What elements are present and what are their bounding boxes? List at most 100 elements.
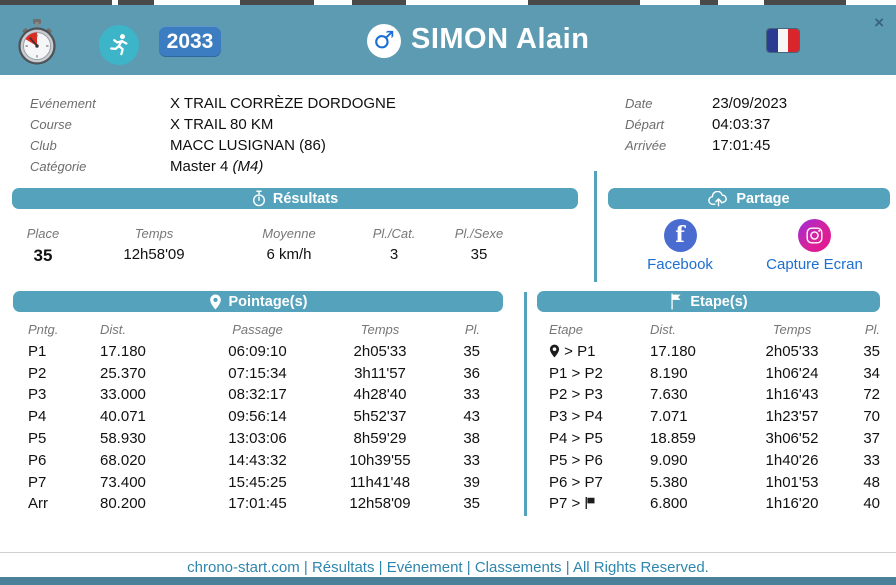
card-header: 2033 ♂ SIMON Alain × [0, 5, 896, 75]
pointage-cell: 10h39'55 [349, 451, 411, 469]
column-header: Place [26, 226, 60, 241]
facebook-share-button[interactable]: f Facebook [625, 219, 735, 273]
etape-place-cell: 48 [863, 473, 880, 491]
pointage-cell: 13:03:06 [228, 429, 287, 447]
result-value: 6 km/h [266, 246, 312, 263]
pointage-cell: 36 [463, 364, 480, 382]
info-row: Catégorie Master 4 (M4) [30, 156, 396, 177]
info-label: Course [30, 117, 72, 132]
pointage-cell: 07:15:34 [228, 364, 287, 382]
info-value: 23/09/2023 [712, 95, 788, 112]
pointage-cell: 12h58'09 [349, 495, 411, 513]
pointage-cell: 68.020 [100, 451, 146, 469]
footer-link[interactable]: Résultats [311, 559, 375, 576]
etape-dist-cell: 8.190 [650, 364, 688, 382]
bib-number-badge: 2033 [159, 26, 221, 57]
close-icon[interactable]: × [874, 13, 884, 32]
etape-dist-cell: 18.859 [650, 429, 696, 447]
pointage-cell: 80.200 [100, 495, 146, 513]
pointage-cell: 8h59'29 [353, 429, 407, 447]
pointage-cell: 17:01:45 [228, 495, 287, 513]
pointage-cell: Arr [28, 495, 48, 513]
info-value: X TRAIL 80 KM [170, 116, 274, 133]
screen-capture-button[interactable]: Capture Ecran [742, 219, 887, 273]
etape-label-cell: P3 > P4 [549, 408, 603, 426]
info-row: Arrivée 17:01:45 [625, 135, 787, 156]
remnant-text-fragment [118, 0, 154, 5]
etapes-table: Etape Dist. Temps Pl. > P1 17.180 2h05'33 35 P1… [537, 319, 880, 515]
finish-flag-icon [586, 497, 595, 510]
etape-dist-cell: 7.071 [650, 408, 688, 426]
remnant-text-fragment [764, 0, 846, 5]
etape-dist-cell: 17.180 [650, 342, 696, 360]
pointage-cell: 11h41'48 [349, 473, 411, 491]
capture-label: Capture Ecran [766, 256, 863, 273]
pointage-section-header: Pointage(s) [13, 291, 503, 312]
background-page-remnant [0, 0, 896, 5]
pointage-cell: 06:09:10 [228, 342, 287, 360]
info-label: Départ [625, 117, 665, 132]
pointage-cell: 4h28'40 [353, 386, 407, 404]
etape-place-cell: 35 [863, 342, 880, 360]
male-symbol: ♂ [373, 26, 395, 54]
footer-link: All Rights Reserved. [572, 559, 709, 576]
info-value: 17:01:45 [712, 137, 771, 154]
event-info-block: Evénement X TRAIL CORRÈZE DORDOGNE Course X… [30, 93, 396, 177]
info-row: Date 23/09/2023 [625, 93, 787, 114]
pointage-cell: 08:32:17 [228, 386, 287, 404]
column-header: Moyenne [262, 226, 316, 241]
column-header: Pl./Cat. [372, 226, 416, 241]
etape-temps-cell: 1h40'26 [765, 451, 819, 469]
section-divider [524, 292, 527, 516]
column-header: Dist. [650, 322, 676, 337]
pointage-cell: P3 [28, 386, 47, 404]
etape-dist-cell: 5.380 [650, 473, 688, 491]
column-header: Dist. [100, 322, 126, 337]
section-divider [594, 171, 597, 282]
info-row: Club MACC LUSIGNAN (86) [30, 135, 396, 156]
etape-place-cell: 70 [863, 408, 880, 426]
pointage-cell: P7 [28, 473, 47, 491]
male-gender-icon: ♂ [367, 24, 401, 58]
etape-temps-cell: 2h05'33 [765, 342, 819, 360]
facebook-icon: f [663, 219, 697, 252]
footer-separator: | [374, 559, 387, 576]
info-label: Date [625, 96, 653, 111]
etape-temps-cell: 3h06'52 [765, 429, 819, 447]
etape-label-cell: P4 > P5 [549, 429, 603, 447]
info-label: Catégorie [30, 159, 87, 174]
pointage-cell: P2 [28, 364, 47, 382]
column-header: Pl. [864, 322, 880, 337]
etape-label-cell: > P1 [537, 341, 642, 363]
pointage-cell: P6 [28, 451, 47, 469]
results-section-header: Résultats [12, 188, 578, 209]
result-value: 12h58'09 [123, 246, 185, 263]
etape-temps-cell: 1h01'53 [765, 473, 819, 491]
etape-label-cell: P5 > P6 [549, 451, 603, 469]
pointage-cell: 2h05'33 [353, 342, 407, 360]
pointage-cell: 40.071 [100, 408, 146, 426]
column-header: Pntg. [28, 322, 59, 337]
column-header: Passage [232, 322, 283, 337]
info-row: Course X TRAIL 80 KM [30, 114, 396, 135]
info-label: Arrivée [625, 138, 667, 153]
footer-link[interactable]: Classements [474, 559, 562, 576]
footer-link[interactable]: Evénement [386, 559, 463, 576]
etape-place-cell: 40 [863, 495, 880, 513]
etape-label-cell: P6 > P7 [549, 473, 603, 491]
etape-temps-cell: 1h23'57 [765, 408, 819, 426]
remnant-text-fragment [0, 0, 112, 5]
column-header: Temps [360, 322, 400, 337]
etape-place-cell: 33 [863, 451, 880, 469]
info-value: 04:03:37 [712, 116, 771, 133]
etape-place-cell: 34 [863, 364, 880, 382]
pointage-cell: 39 [463, 473, 480, 491]
etape-dist-cell: 7.630 [650, 386, 688, 404]
footer-link[interactable]: chrono-start.com [187, 559, 300, 576]
pointage-cell: 5h52'37 [353, 408, 407, 426]
location-pin-icon [209, 294, 221, 309]
athlete-name: SIMON Alain [411, 23, 590, 55]
results-table: Place Temps Moyenne Pl./Cat. Pl./Sexe 35 12h58… [12, 226, 514, 266]
screenshot-camera-icon [798, 219, 831, 252]
